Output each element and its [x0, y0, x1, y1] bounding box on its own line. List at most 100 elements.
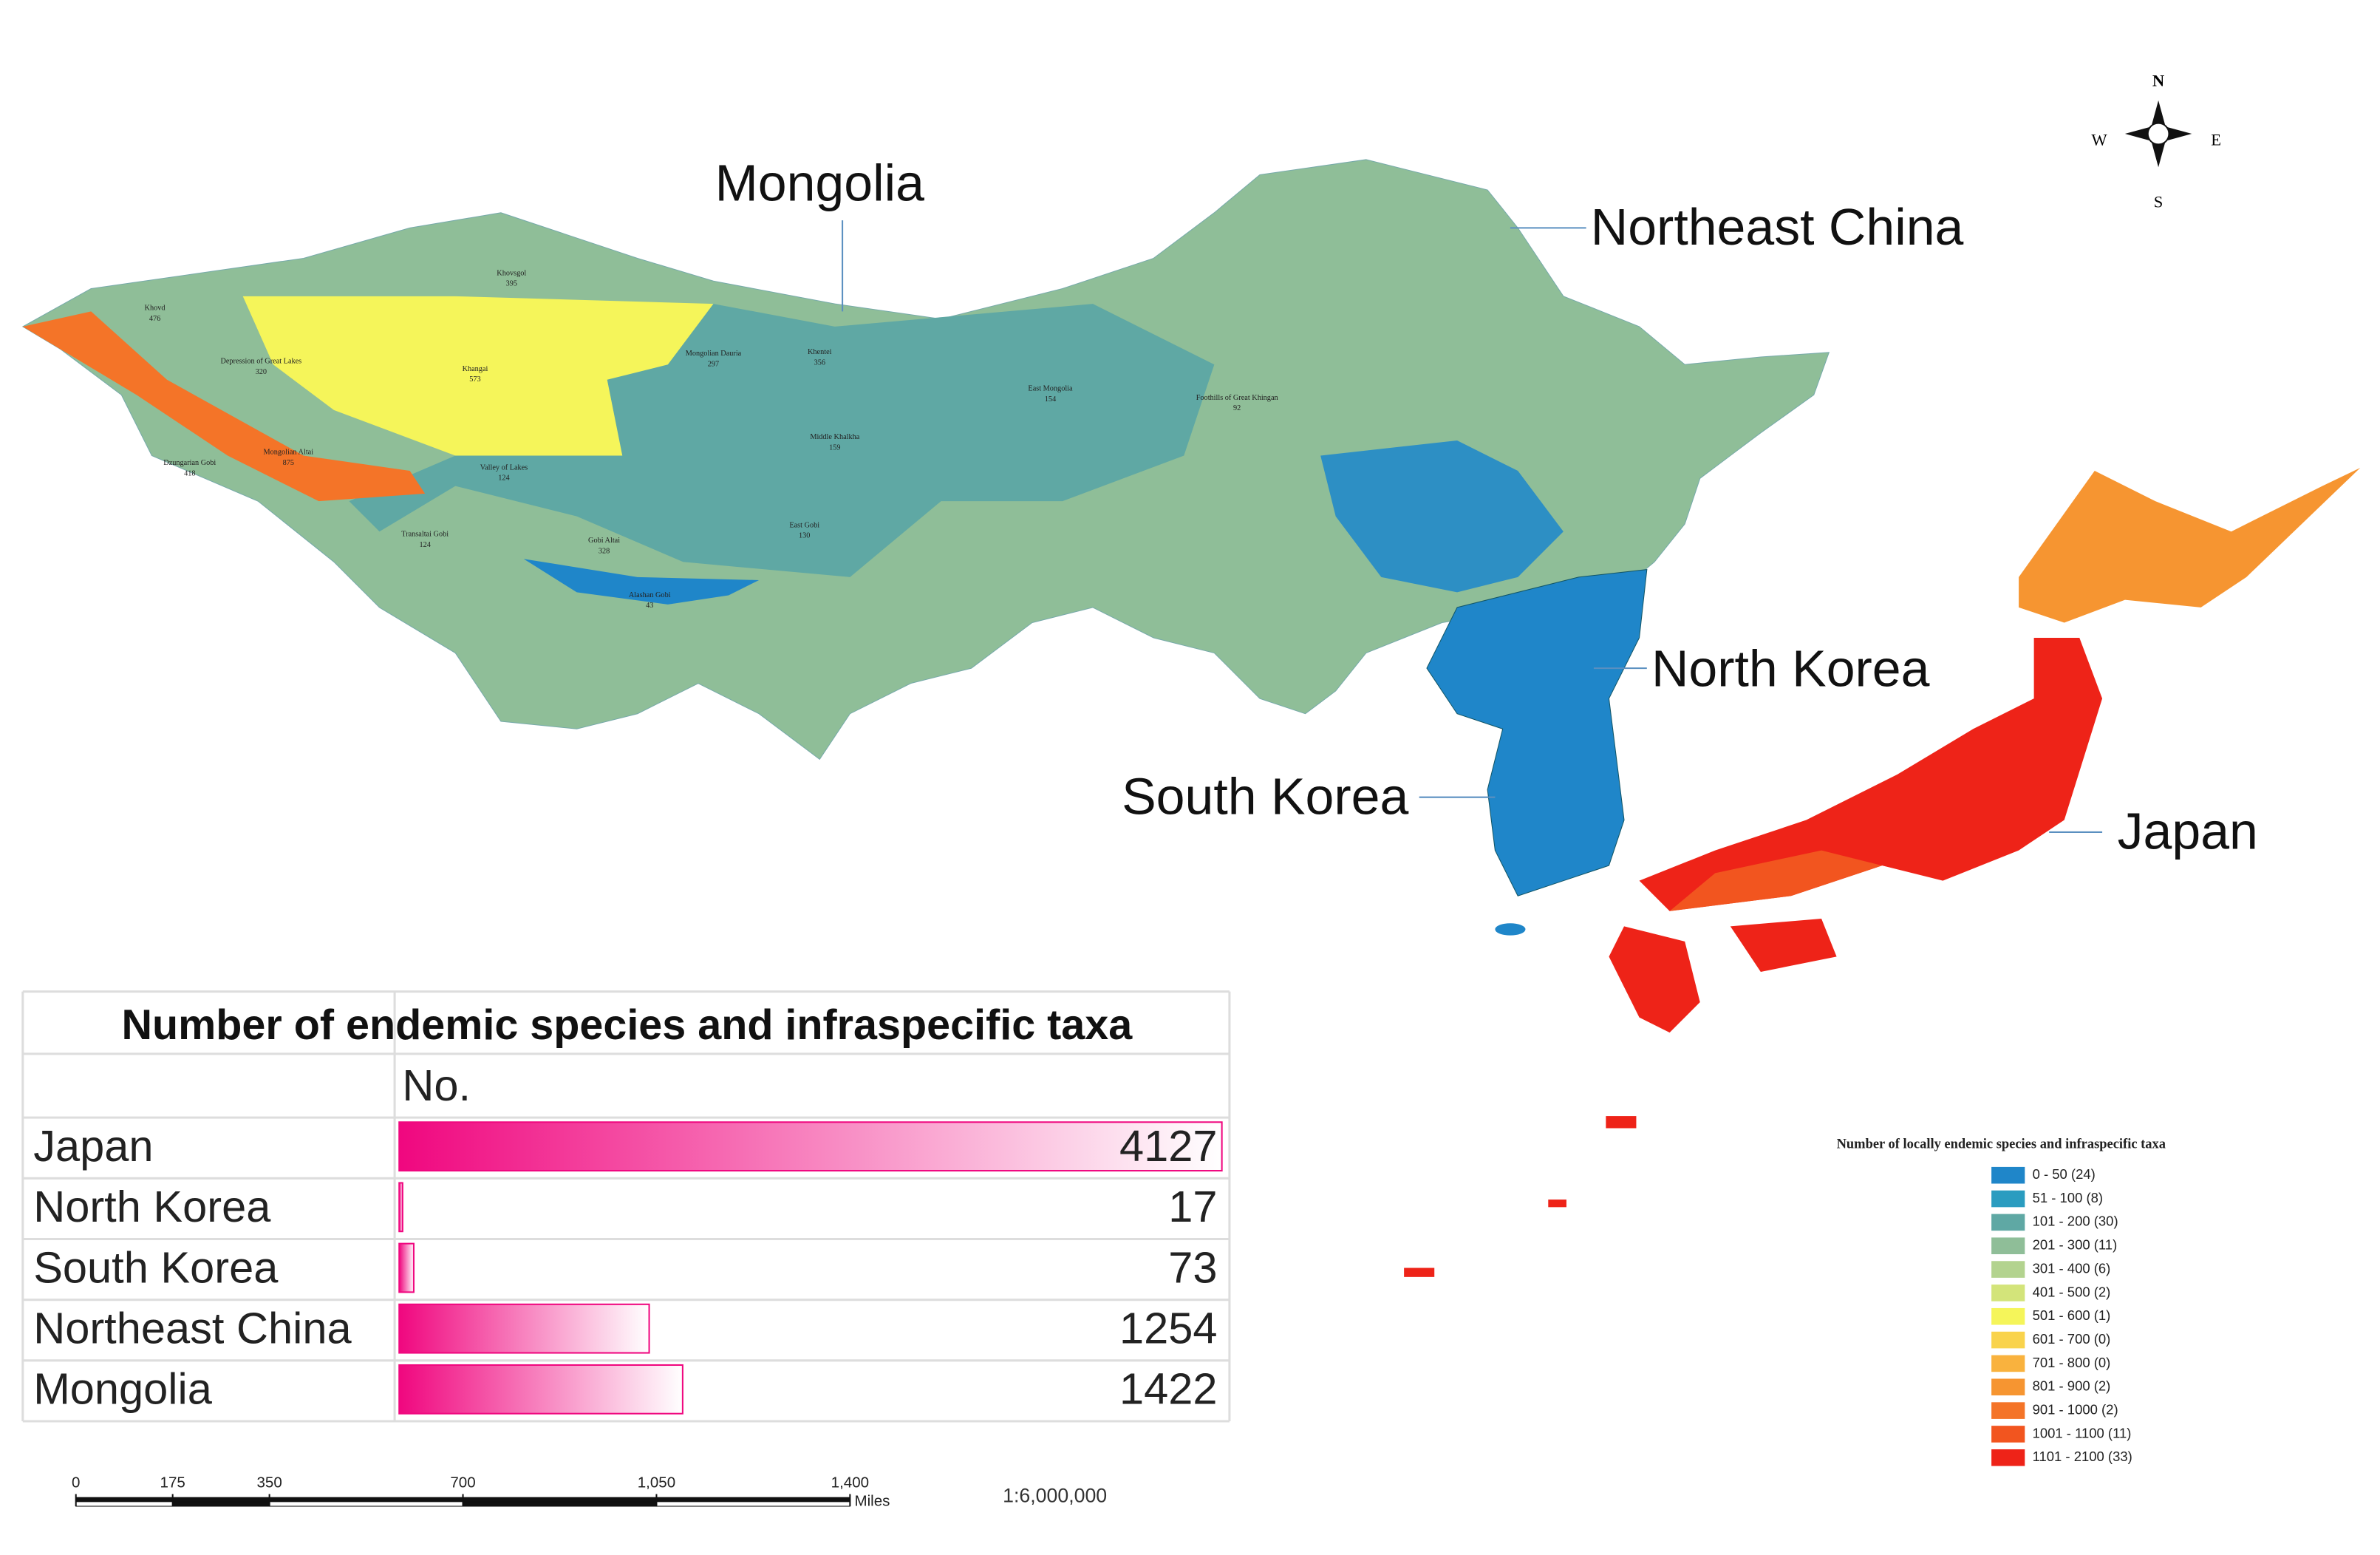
scale-segment [75, 1497, 173, 1502]
region-value: 395 [506, 280, 517, 288]
region-value: 154 [1045, 395, 1056, 404]
region-name: Dzungarian Gobi [163, 459, 216, 467]
region-name: Middle Khalkha [810, 433, 859, 441]
country-label: South Korea [1122, 767, 1408, 825]
region-name: Foothills of Great Khingan [1196, 394, 1278, 402]
region-name: East Gobi [789, 521, 819, 529]
legend-swatch [1991, 1426, 2025, 1443]
region-value: 297 [708, 361, 719, 369]
region-value: 476 [149, 315, 160, 323]
islands [1404, 1116, 1637, 1277]
region-value: 573 [469, 375, 480, 384]
khangai-zone [242, 296, 714, 456]
legend-label: 301 - 400 (6) [2033, 1260, 2111, 1276]
region-name: Mongolian Dauria [686, 350, 742, 358]
legend-label: 401 - 500 (2) [2033, 1284, 2111, 1299]
legend-swatch [1991, 1402, 2025, 1419]
legend-label: 901 - 1000 (2) [2033, 1401, 2118, 1417]
legend-label: 1001 - 1100 (11) [2033, 1425, 2132, 1440]
row-value: 4127 [1119, 1121, 1218, 1171]
korea [1426, 568, 1648, 896]
hokkaido [2019, 467, 2361, 623]
row-label: North Korea [33, 1182, 271, 1231]
scale-segment [269, 1501, 464, 1507]
compass-letter: N [2152, 71, 2164, 89]
region-name: Khangai [463, 365, 488, 373]
region-value: 130 [799, 532, 810, 540]
region-value: 124 [419, 541, 430, 549]
row-label: Japan [33, 1121, 153, 1171]
row-value: 1422 [1119, 1364, 1218, 1414]
legend-label: 801 - 900 (2) [2033, 1378, 2111, 1394]
scale-segment [172, 1501, 270, 1507]
country-label: Japan [2118, 803, 2258, 860]
shikoku [1730, 919, 1837, 972]
region-name: Khovd [145, 304, 166, 313]
table-title: Number of endemic species and infraspeci… [122, 1001, 1133, 1049]
region-name: Depression of Great Lakes [220, 358, 301, 366]
scale-ratio: 1:6,000,000 [1003, 1485, 1107, 1507]
legend-swatch [1991, 1378, 2025, 1396]
scale-segment [655, 1501, 850, 1507]
country-label: Northeast China [1591, 198, 1964, 256]
legend-swatch [1991, 1331, 2025, 1349]
legend-swatch [1991, 1214, 2025, 1231]
bar [398, 1121, 1223, 1172]
legend-swatch [1991, 1166, 2025, 1184]
scale-segment [172, 1497, 270, 1502]
region-value: 124 [498, 474, 509, 483]
legend-label: 701 - 800 (0) [2033, 1355, 2111, 1370]
leader-lines [842, 220, 2103, 833]
region-value: 92 [1233, 404, 1241, 412]
country-label: Mongolia [715, 154, 925, 211]
row-value: 17 [1168, 1182, 1217, 1231]
legend-label: 0 - 50 (24) [2033, 1166, 2096, 1182]
region-value: 159 [829, 444, 840, 452]
row-label: Northeast China [33, 1304, 352, 1353]
legend-label: 1101 - 2100 (33) [2033, 1449, 2132, 1464]
region-value: 328 [599, 547, 610, 555]
region-value: 43 [646, 602, 653, 610]
region-value: 356 [814, 359, 825, 367]
row-value: 73 [1168, 1242, 1217, 1292]
legend-swatch [1991, 1237, 2025, 1255]
region-name: Khentei [808, 348, 832, 356]
scale-tick-label: 1,050 [638, 1474, 675, 1491]
region-value: 875 [283, 459, 294, 467]
scale-segment [656, 1497, 850, 1502]
map-shapes [21, 159, 2361, 1277]
legend-swatch [1991, 1285, 2025, 1301]
column-header: No. [402, 1061, 471, 1110]
region-value: 320 [256, 368, 267, 376]
legend-label: 51 - 100 (8) [2033, 1190, 2103, 1205]
honshu [1639, 638, 2103, 911]
legend-label: 201 - 300 (11) [2033, 1237, 2118, 1253]
jeju [1495, 923, 1526, 936]
bar [398, 1242, 415, 1293]
legend-swatch [1991, 1355, 2025, 1372]
teal-zone [349, 304, 1215, 577]
scale-tick-label: 0 [72, 1474, 80, 1491]
region-name: Alashan Gobi [629, 591, 671, 599]
compass-letter: W [2091, 130, 2107, 149]
mongolian-altai-zone [22, 311, 426, 502]
row-label: Mongolia [33, 1364, 213, 1414]
scale-segment [75, 1501, 174, 1507]
legend-swatch [1991, 1307, 2025, 1325]
compass-letter: S [2154, 193, 2164, 211]
legend-label: 101 - 200 (30) [2033, 1214, 2118, 1229]
legend-swatch [1991, 1449, 2025, 1466]
western-honshu [1669, 850, 1883, 911]
legend-title: Number of locally endemic species and in… [1837, 1136, 2166, 1151]
kyushu [1609, 926, 1700, 1033]
region-name: Valley of Lakes [480, 463, 528, 472]
region-value: 418 [184, 470, 195, 478]
bar [398, 1303, 650, 1354]
compass: N E S W [2091, 71, 2221, 211]
scale-segment [269, 1497, 463, 1502]
scale-tick-label: 175 [160, 1474, 185, 1491]
region-name: East Mongolia [1028, 384, 1073, 392]
region-name: Mongolian Altai [264, 449, 314, 457]
legend-swatch [1991, 1261, 2025, 1278]
scale-tick-label: 700 [450, 1474, 475, 1491]
